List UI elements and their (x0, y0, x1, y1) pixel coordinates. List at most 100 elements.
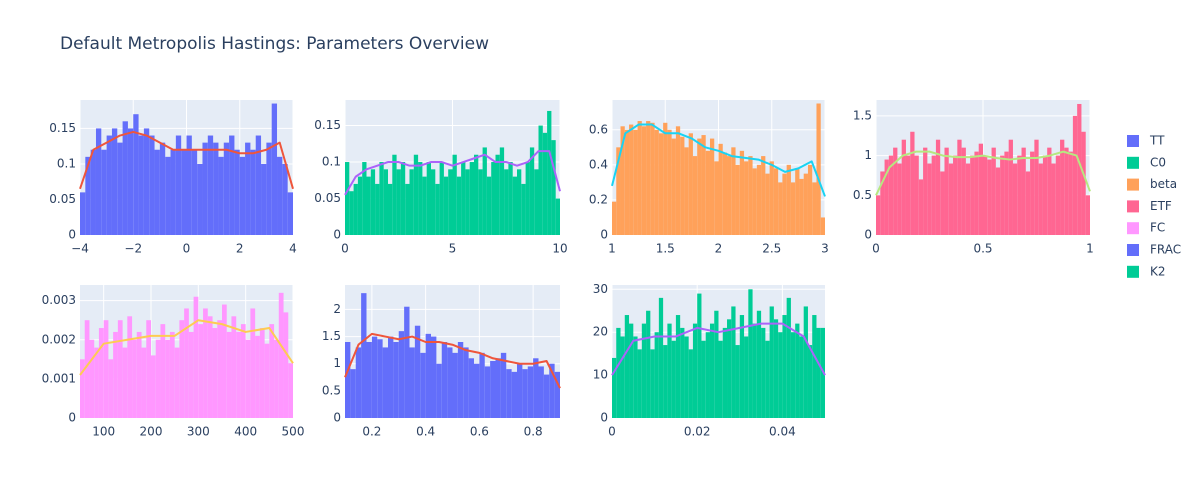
histogram-bar (191, 149, 198, 235)
histogram-bar (447, 347, 453, 418)
histogram-bar (283, 312, 289, 418)
histogram-bar (688, 133, 693, 235)
x-tick-label: 2 (715, 242, 723, 256)
subplot: 1 1.5 2 2.5 3 0 0.2 0.4 0.6 (589, 100, 829, 256)
histogram-bar (927, 163, 932, 235)
histogram-bar (542, 132, 548, 235)
histogram-bar (807, 345, 813, 418)
histogram-bar (517, 363, 523, 418)
histogram-bar (174, 347, 180, 418)
y-tick-label: 1.5 (322, 329, 341, 343)
histogram-bar (179, 320, 185, 418)
histogram-bar (85, 156, 91, 235)
histogram-bar (795, 168, 800, 235)
histogram-bar (245, 339, 251, 418)
x-tick-label: 1 (608, 242, 616, 256)
histogram-bar (383, 169, 388, 235)
histogram-bar (239, 156, 246, 235)
histogram-bar (782, 315, 787, 418)
histogram-bar (748, 289, 753, 418)
histogram-bar (198, 324, 204, 418)
histogram-bar (923, 147, 928, 235)
histogram-bar (132, 339, 137, 418)
histogram-bar (803, 173, 808, 235)
histogram-bar (940, 171, 945, 235)
histogram-bar (278, 292, 284, 418)
histogram-bar (461, 162, 466, 235)
histogram-bar (277, 156, 283, 235)
y-tick-label: 0.001 (42, 371, 76, 385)
histogram-bar (486, 176, 492, 235)
histogram-bar (688, 349, 693, 418)
histogram-bar (692, 156, 698, 235)
histogram-bar (974, 151, 979, 235)
histogram-bar (482, 147, 487, 235)
density-line (79, 130, 294, 190)
histogram-bar (795, 323, 800, 418)
histogram-bar (222, 304, 227, 418)
histogram-bar (722, 327, 728, 418)
histogram-bar (812, 182, 817, 235)
histogram-bar (1025, 171, 1031, 235)
legend-label: K2 (1150, 264, 1166, 278)
x-tick-label: 5 (449, 242, 457, 256)
histogram-bar (790, 182, 796, 235)
histogram-bar (807, 164, 813, 235)
histogram-bar (918, 179, 924, 235)
histogram-bar (769, 161, 774, 235)
subplot: 100 200 300 400 500 0 0.001 0.002 0.003 (42, 285, 305, 439)
histogram-bar (350, 369, 356, 418)
histogram-bar (671, 138, 676, 235)
density-line (79, 319, 294, 376)
histogram-bar (474, 154, 479, 235)
histogram-bar (512, 176, 517, 235)
histogram-bar (469, 162, 474, 235)
histogram-bar (517, 169, 522, 235)
histogram-bar (146, 320, 151, 418)
x-tick-label: 400 (234, 425, 257, 439)
histogram-bar (1030, 151, 1035, 235)
histogram-bar (1000, 155, 1005, 235)
density-line (611, 123, 826, 197)
histogram-bar (914, 155, 919, 235)
histogram-bar (957, 139, 962, 235)
legend-label: ETF (1150, 199, 1172, 213)
histogram-bar (409, 169, 414, 235)
histogram-bar (705, 332, 710, 418)
histogram-bar (680, 327, 685, 418)
histogram-bar (484, 366, 491, 418)
histogram-bar (697, 138, 702, 235)
histogram-bar (799, 336, 804, 418)
histogram-bar (633, 129, 638, 235)
y-tick-label: 0.1 (57, 156, 76, 170)
histogram-bar (223, 142, 230, 235)
histogram-bar (1055, 155, 1061, 235)
histogram-bar (90, 149, 96, 235)
histogram-bar (184, 308, 189, 418)
histogram-bar (452, 352, 458, 418)
histogram-bar (675, 126, 681, 235)
histogram-bar (169, 331, 175, 418)
x-tick-label: 200 (140, 425, 163, 439)
histogram-bar (522, 369, 528, 418)
histogram-bar (970, 155, 975, 235)
histogram-bar (761, 327, 766, 418)
histogram-bar (439, 162, 444, 235)
x-tick-label: 300 (187, 425, 210, 439)
histogram-bar (533, 358, 539, 418)
histogram-bar (165, 339, 170, 418)
x-tick-label: 500 (282, 425, 305, 439)
histogram-bar (884, 159, 889, 235)
histogram-bar (624, 315, 630, 418)
histogram-bar (499, 147, 505, 235)
histogram-bar (133, 114, 139, 235)
histogram-bar (701, 340, 706, 418)
histogram-bar (1047, 147, 1052, 235)
histogram-bar (203, 308, 208, 418)
histogram-bar (527, 366, 534, 418)
histogram-bar (80, 192, 86, 235)
histogram-bar (250, 149, 256, 235)
histogram-bar (452, 154, 457, 235)
